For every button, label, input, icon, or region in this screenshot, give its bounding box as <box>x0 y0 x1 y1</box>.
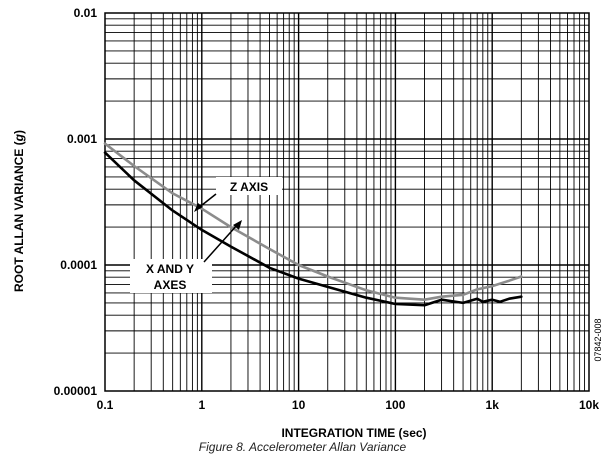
series-line-xy-axes <box>103 151 523 307</box>
z-axis-label-box <box>216 177 282 195</box>
xy-axes-label-line1: X AND Y <box>146 262 194 276</box>
y-axis-label-unit: g <box>12 133 26 142</box>
x-axis-label: INTEGRATION TIME (sec) <box>281 426 426 440</box>
figure-code: 07842-008 <box>593 318 603 361</box>
y-axis-label-prefix: ROOT ALLAN VARIANCE ( <box>12 141 26 292</box>
x-tick-label: 0.1 <box>97 398 114 412</box>
xy-axes-arrow <box>203 223 239 263</box>
x-tick-label: 100 <box>385 398 405 412</box>
chart-grid <box>104 12 590 392</box>
x-tick-label: 1k <box>486 398 500 412</box>
z-axis-label: Z AXIS <box>230 180 268 194</box>
x-tick-label: 10k <box>579 398 599 412</box>
xy-axes-label-line2: AXES <box>154 278 187 292</box>
x-tick-label: 1 <box>198 398 205 412</box>
y-tick-label: 0.01 <box>74 6 98 20</box>
xy-axes-arrowhead <box>233 220 242 230</box>
xy-axes-annotation: X AND Y AXES <box>130 220 242 293</box>
y-axis-ticks: 0.00001 0.0001 0.001 0.01 <box>54 6 98 398</box>
x-tick-label: 10 <box>292 398 306 412</box>
xy-axes-label-box <box>130 259 212 293</box>
y-tick-label: 0.0001 <box>60 258 97 272</box>
y-tick-label: 0.001 <box>67 132 97 146</box>
series-line-z-axis <box>103 142 523 302</box>
z-axis-annotation: Z AXIS <box>194 177 282 212</box>
z-axis-arrowhead <box>194 203 203 212</box>
y-axis-label: ROOT ALLAN VARIANCE (g) <box>12 130 26 292</box>
y-axis-label-suffix: ) <box>12 130 26 134</box>
x-axis-ticks: 0.1 1 10 100 1k 10k <box>97 398 600 412</box>
plot-frame <box>104 12 590 392</box>
figure-caption: Figure 8. Accelerometer Allan Variance <box>198 440 407 454</box>
y-tick-label: 0.00001 <box>54 384 98 398</box>
series-layer <box>103 142 523 307</box>
